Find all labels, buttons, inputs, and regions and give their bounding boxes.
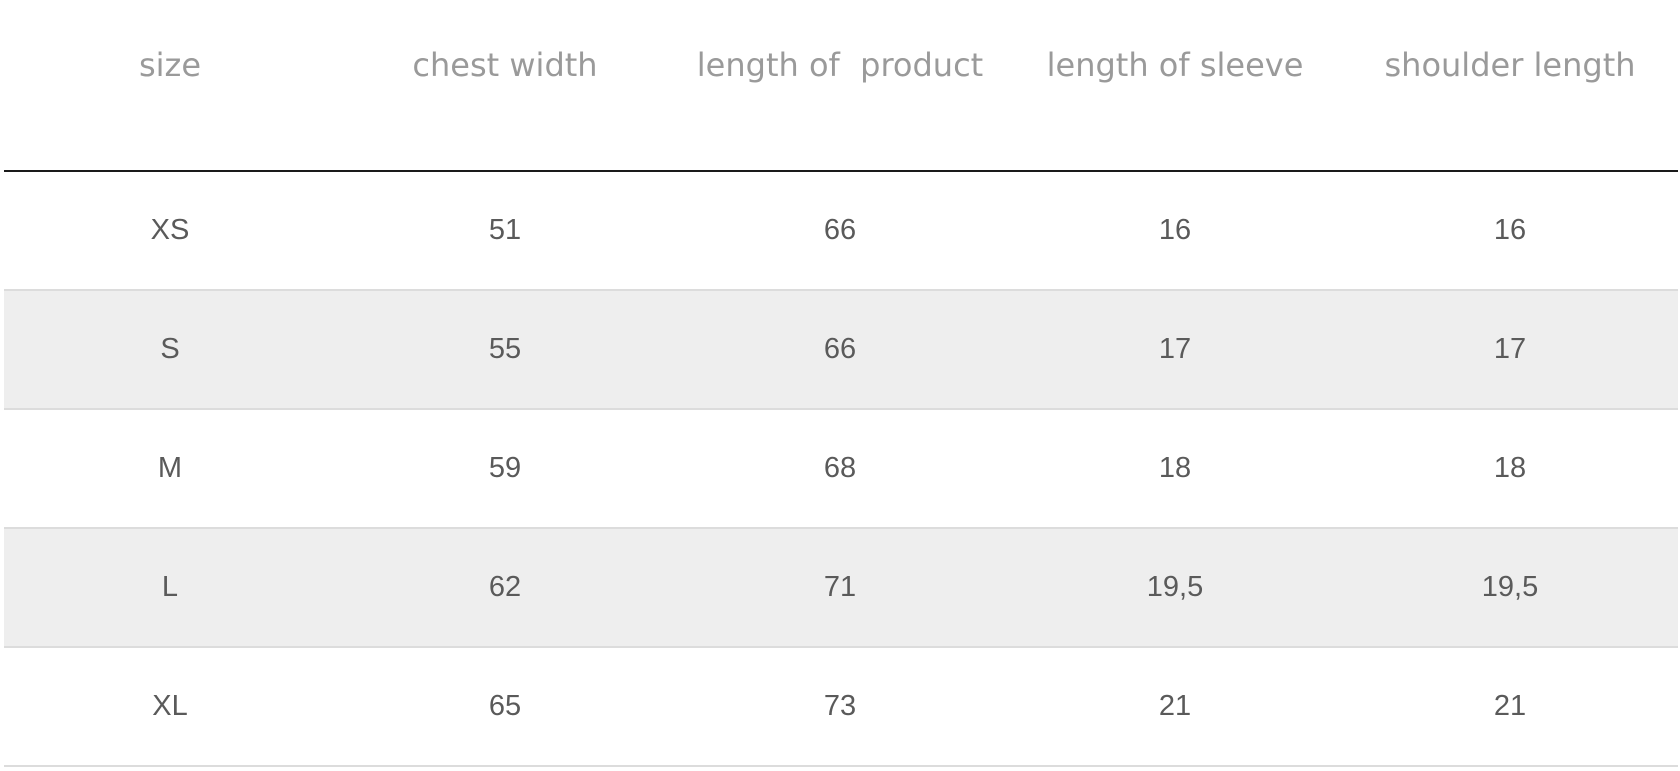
cell-length-of-product: 71 — [823, 571, 857, 603]
cell-chest-width: 65 — [488, 690, 522, 722]
cell-length-of-product: 66 — [823, 214, 857, 246]
cell-shoulder-length: 21 — [1493, 690, 1527, 722]
table-header-row: size chest width length of product lengt… — [4, 0, 1678, 172]
cell-chest-width: 59 — [488, 452, 522, 484]
header-length-of-sleeve: length of sleeve — [1046, 46, 1304, 84]
cell-chest-width: 51 — [488, 214, 522, 246]
cell-shoulder-length: 16 — [1493, 214, 1527, 246]
cell-size: XS — [150, 214, 190, 246]
cell-length-of-product: 66 — [823, 333, 857, 365]
cell-size: XL — [152, 690, 188, 722]
cell-size: S — [160, 333, 180, 365]
cell-length-of-sleeve: 16 — [1158, 214, 1192, 246]
cell-chest-width: 62 — [488, 571, 522, 603]
cell-shoulder-length: 19,5 — [1481, 571, 1539, 603]
header-chest-width: chest width — [412, 46, 598, 84]
cell-length-of-product: 68 — [823, 452, 857, 484]
size-chart-table: size chest width length of product lengt… — [4, 0, 1678, 767]
table-row: XL 65 73 21 21 — [4, 648, 1678, 767]
table-row: XS 51 66 16 16 — [4, 172, 1678, 291]
cell-length-of-sleeve: 18 — [1158, 452, 1192, 484]
cell-length-of-product: 73 — [823, 690, 857, 722]
cell-length-of-sleeve: 21 — [1158, 690, 1192, 722]
cell-length-of-sleeve: 17 — [1158, 333, 1192, 365]
table-row: S 55 66 17 17 — [4, 291, 1678, 410]
cell-shoulder-length: 18 — [1493, 452, 1527, 484]
cell-length-of-sleeve: 19,5 — [1146, 571, 1204, 603]
header-length-of-product: length of product — [696, 46, 984, 84]
cell-chest-width: 55 — [488, 333, 522, 365]
cell-size: M — [157, 452, 183, 484]
cell-size: L — [161, 571, 179, 603]
header-shoulder-length: shoulder length — [1384, 46, 1636, 84]
table-row: M 59 68 18 18 — [4, 410, 1678, 529]
cell-shoulder-length: 17 — [1493, 333, 1527, 365]
table-row: L 62 71 19,5 19,5 — [4, 529, 1678, 648]
header-size: size — [138, 46, 202, 84]
